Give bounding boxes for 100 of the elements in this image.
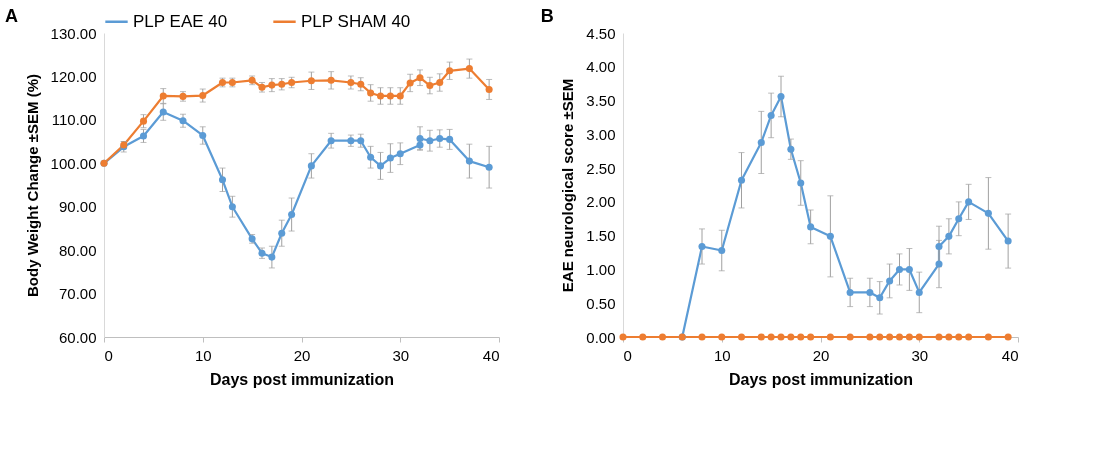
point <box>357 137 365 145</box>
legend-label: PLP SHAM 40 <box>301 11 411 31</box>
point <box>955 333 963 341</box>
y-tick-label: 130.00 <box>50 24 97 42</box>
point <box>416 135 424 143</box>
x-tick-label: 40 <box>1001 346 1019 364</box>
point <box>268 253 276 261</box>
point <box>698 242 706 250</box>
point <box>367 89 375 97</box>
point <box>895 265 904 273</box>
point <box>935 333 943 341</box>
point <box>876 294 884 302</box>
y-tick-label: 3.00 <box>586 125 616 143</box>
point <box>777 333 785 341</box>
point <box>807 333 815 341</box>
point <box>396 150 404 158</box>
point <box>905 265 913 273</box>
y-tick-label: 1.00 <box>586 260 616 278</box>
point <box>984 333 992 341</box>
chart-title: A <box>5 6 19 26</box>
point <box>905 333 913 341</box>
point <box>797 333 805 341</box>
point <box>718 333 726 341</box>
point <box>288 211 296 219</box>
point <box>278 229 286 237</box>
y-tick-label: 4.50 <box>586 24 616 42</box>
point <box>1004 333 1012 341</box>
point <box>886 277 894 285</box>
chart-title: B <box>540 6 554 26</box>
y-tick-label: 70.00 <box>58 285 97 303</box>
point <box>228 203 236 211</box>
x-axis-title: Days post immunization <box>209 370 395 388</box>
point <box>826 333 834 341</box>
point <box>1004 237 1012 245</box>
point <box>767 111 775 119</box>
point <box>159 92 167 100</box>
y-axis-title: EAE neurological score ±SEM <box>559 78 577 293</box>
point <box>465 157 473 165</box>
point <box>485 163 493 171</box>
point <box>179 117 187 125</box>
point <box>935 260 943 268</box>
point <box>416 74 424 82</box>
point <box>386 154 394 162</box>
point <box>268 81 276 89</box>
point <box>159 108 167 116</box>
x-tick-label: 0 <box>104 346 113 364</box>
point <box>436 78 444 87</box>
point <box>465 65 473 73</box>
point <box>787 333 795 341</box>
point <box>767 333 775 341</box>
x-axis-title: Days post immunization <box>728 370 914 388</box>
point <box>846 288 854 296</box>
point <box>367 153 375 161</box>
point <box>199 131 207 140</box>
y-tick-label: 4.00 <box>586 58 616 76</box>
point <box>807 223 815 231</box>
point <box>639 333 647 341</box>
y-tick-label: 110.00 <box>51 111 97 129</box>
point <box>658 333 667 341</box>
point <box>915 288 923 296</box>
point <box>307 162 315 170</box>
x-tick-label: 30 <box>392 346 410 364</box>
x-tick-label: 40 <box>482 346 500 364</box>
y-tick-label: 1.50 <box>586 227 616 245</box>
point <box>757 138 765 146</box>
point <box>876 333 884 341</box>
point <box>965 333 973 341</box>
point <box>446 135 454 143</box>
point <box>376 162 385 170</box>
x-tick-label: 10 <box>713 346 731 364</box>
point <box>139 132 148 140</box>
x-tick-label: 10 <box>194 346 212 364</box>
point <box>984 209 992 217</box>
point <box>777 92 785 101</box>
point <box>406 79 414 87</box>
x-tick-label: 20 <box>293 346 311 364</box>
point <box>327 137 335 145</box>
y-tick-label: 0.00 <box>586 328 616 346</box>
y-tick-label: 100.00 <box>50 154 97 172</box>
point <box>866 288 874 296</box>
point <box>965 198 973 206</box>
y-tick-label: 80.00 <box>58 241 97 259</box>
point <box>396 92 404 100</box>
point <box>446 67 454 75</box>
y-axis-title: Body Weight Change ±SEM (%) <box>23 74 41 297</box>
x-tick-label: 30 <box>911 346 929 364</box>
y-tick-label: 120.00 <box>50 67 97 85</box>
point <box>895 333 904 341</box>
point <box>307 77 315 85</box>
x-tick-label: 20 <box>812 346 830 364</box>
point <box>935 242 943 250</box>
point <box>886 333 894 341</box>
point <box>426 82 434 90</box>
point <box>915 333 923 341</box>
point <box>376 92 385 100</box>
legend-label: PLP EAE 40 <box>133 11 228 31</box>
point <box>866 333 874 341</box>
point <box>436 135 444 143</box>
y-tick-label: 90.00 <box>58 198 97 216</box>
y-tick-label: 2.50 <box>586 159 616 177</box>
